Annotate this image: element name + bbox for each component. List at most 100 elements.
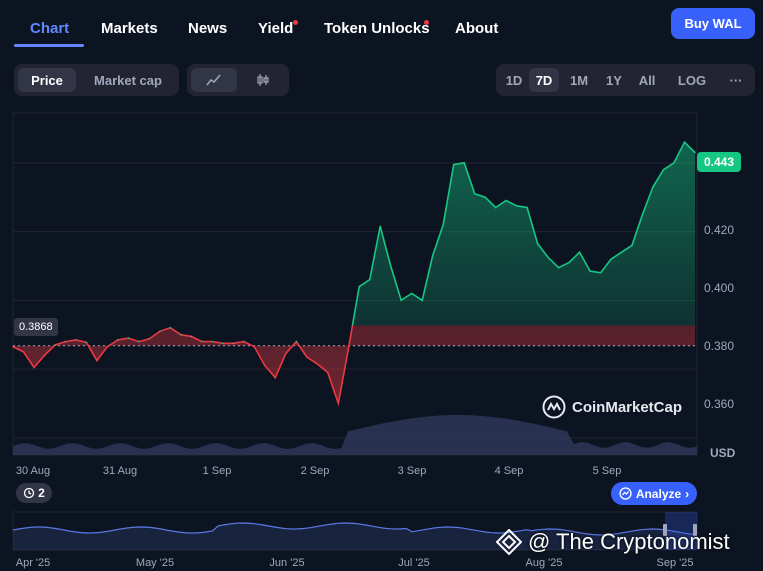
price-point — [410, 292, 413, 295]
price-point — [368, 278, 371, 281]
price-toggle[interactable]: Price — [18, 68, 76, 92]
market-cap-toggle[interactable]: Market cap — [94, 72, 162, 88]
navigator-tick-label: Apr '25 — [15, 557, 51, 569]
price-series-down — [13, 325, 354, 407]
price-point — [43, 354, 46, 357]
analyze-icon — [619, 487, 632, 500]
price-point — [285, 352, 287, 355]
candlestick-button[interactable] — [241, 68, 285, 92]
volume-area — [13, 415, 697, 455]
price-point — [159, 330, 161, 333]
range-1d[interactable]: 1D — [505, 72, 523, 88]
price-point — [610, 258, 612, 260]
tab-news[interactable]: News — [188, 20, 228, 37]
x-tick-label: 1 Sep — [202, 465, 232, 477]
price-point — [652, 186, 654, 188]
history-button[interactable]: 2 — [16, 483, 52, 503]
price-point — [683, 141, 686, 143]
navigator-handle-right — [693, 524, 697, 536]
price-area-up — [352, 142, 695, 326]
yield-notification-dot — [293, 20, 298, 25]
buy-wal-button[interactable]: Buy WAL — [671, 8, 755, 39]
price-point — [379, 225, 382, 228]
range-1y[interactable]: 1Y — [606, 72, 622, 88]
price-point — [389, 265, 392, 267]
price-point — [599, 272, 602, 274]
price-point — [75, 339, 77, 341]
price-point — [54, 344, 56, 346]
navigator-line — [12, 522, 698, 536]
price-point — [557, 266, 560, 269]
price-point — [620, 251, 623, 253]
price-point — [243, 340, 245, 343]
range-7d[interactable]: 7D — [529, 68, 559, 92]
y-tick-label: 0.420 — [704, 223, 735, 237]
price-point — [190, 335, 193, 338]
navigator-tick-label: Aug '25 — [525, 557, 563, 569]
price-point — [211, 340, 214, 343]
token-unlocks-notification-dot — [424, 20, 429, 25]
navigator-tick-label: Jul '25 — [398, 557, 430, 569]
x-tick-label: 31 Aug — [102, 465, 138, 477]
price-point — [253, 345, 256, 348]
price-point — [452, 163, 455, 166]
navigator-tick-label: Sep '25 — [656, 557, 694, 569]
price-point — [169, 327, 172, 329]
price-point — [85, 341, 88, 344]
price-point — [526, 206, 528, 209]
y-tick-label: 0.360 — [704, 397, 735, 411]
price-point — [232, 342, 235, 345]
baseline-price-tag: 0.3868 — [14, 318, 58, 336]
y-tick-label: 0.380 — [704, 339, 735, 353]
tab-about[interactable]: About — [455, 20, 499, 37]
range-1m[interactable]: 1M — [569, 72, 589, 88]
x-tick-label: 30 Aug — [15, 465, 51, 477]
more-options-button[interactable]: ··· — [729, 72, 743, 88]
top-nav: Chart Markets News Yield Token Unlocks A… — [0, 0, 763, 48]
price-point — [306, 356, 308, 358]
price-point — [631, 244, 633, 247]
line-chart-button[interactable] — [191, 68, 237, 92]
line-chart-icon — [206, 74, 221, 86]
x-tick-label: 2 Sep — [300, 465, 330, 477]
price-point — [327, 371, 329, 374]
tab-chart[interactable]: Chart — [30, 20, 70, 37]
price-point — [568, 261, 570, 264]
overlay-text: @ The Cryptonomist — [528, 529, 730, 554]
watermark-text: CoinMarketCap — [572, 398, 683, 416]
tab-token-unlocks[interactable]: Token Unlocks — [324, 20, 430, 37]
cryptonomist-overlay: @ The Cryptonomist — [496, 529, 730, 555]
price-point — [180, 333, 182, 336]
tab-yield[interactable]: Yield — [258, 20, 294, 37]
analyze-button[interactable]: Analyze › — [611, 482, 697, 505]
metric-toggle: Price Market cap — [14, 64, 179, 96]
price-point — [148, 338, 151, 340]
navigator-tick-label: May '25 — [135, 557, 175, 569]
price-point — [348, 345, 350, 348]
chart-style-toggle — [187, 64, 289, 96]
log-scale-toggle[interactable]: LOG — [677, 72, 707, 88]
price-point — [12, 345, 14, 348]
price-point — [578, 251, 581, 253]
price-point — [673, 162, 675, 164]
price-series-up — [351, 140, 696, 326]
range-all[interactable]: All — [638, 72, 656, 88]
price-point — [463, 162, 466, 164]
candlestick-icon — [257, 74, 269, 86]
coinmarketcap-watermark: CoinMarketCap — [542, 395, 682, 419]
price-point — [274, 376, 277, 379]
navigator[interactable] — [12, 511, 698, 551]
price-point — [547, 256, 549, 259]
x-tick-label: 4 Sep — [494, 465, 524, 477]
price-point — [662, 168, 665, 171]
price-point — [505, 199, 507, 202]
diamond-logo-icon — [496, 529, 522, 555]
price-point — [515, 205, 518, 207]
navigator-window — [665, 512, 697, 550]
price-point — [337, 402, 340, 405]
price-point — [694, 151, 696, 154]
price-point — [641, 213, 644, 216]
price-point — [473, 193, 476, 195]
tab-markets[interactable]: Markets — [101, 20, 158, 37]
